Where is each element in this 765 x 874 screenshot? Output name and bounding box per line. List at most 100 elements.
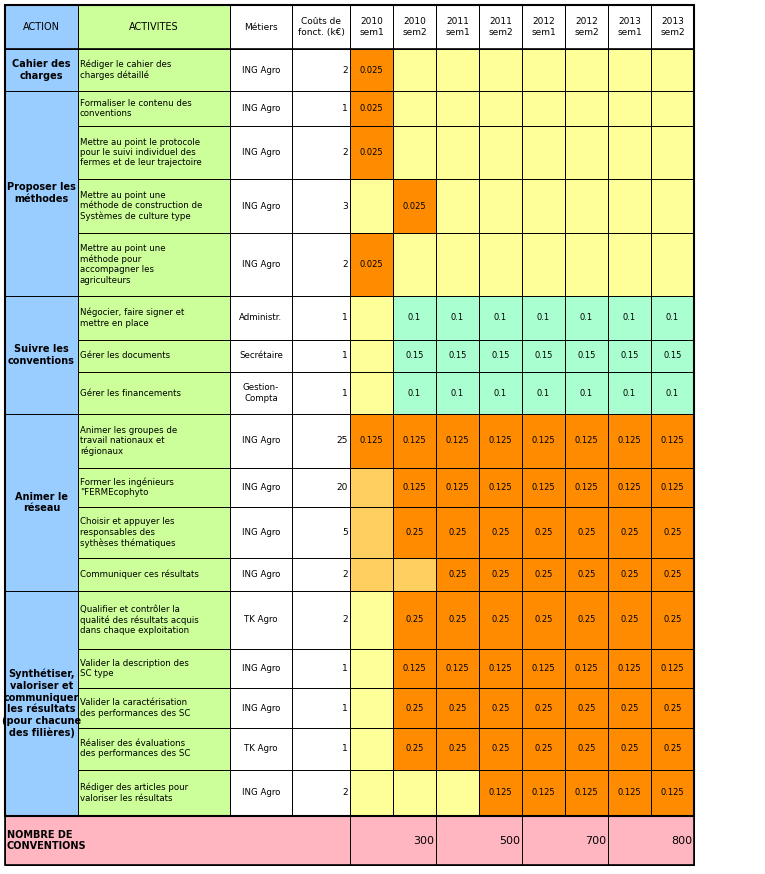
- Bar: [292, 5, 350, 49]
- Text: Qualifier et contrôler la
qualité des résultats acquis
dans chaque exploitation: Qualifier et contrôler la qualité des ré…: [80, 605, 199, 635]
- Bar: [565, 728, 608, 770]
- Text: 0.25: 0.25: [534, 528, 552, 538]
- Text: 0.25: 0.25: [448, 704, 467, 712]
- Bar: [436, 591, 479, 649]
- Bar: [350, 232, 393, 295]
- Bar: [608, 816, 694, 865]
- Bar: [651, 468, 694, 507]
- Text: 1: 1: [342, 704, 348, 712]
- Text: 0.025: 0.025: [360, 104, 383, 113]
- Bar: [479, 295, 522, 340]
- Text: 5: 5: [342, 528, 348, 538]
- Bar: [393, 414, 436, 468]
- Bar: [230, 232, 292, 295]
- Bar: [479, 232, 522, 295]
- Text: 0.125: 0.125: [617, 436, 641, 446]
- Bar: [393, 295, 436, 340]
- Bar: [350, 340, 393, 372]
- Text: 0.125: 0.125: [402, 482, 426, 492]
- Bar: [608, 468, 651, 507]
- Text: 0.25: 0.25: [448, 615, 467, 624]
- Text: 2013
sem1: 2013 sem1: [617, 17, 642, 37]
- Bar: [565, 689, 608, 728]
- Bar: [292, 340, 350, 372]
- Bar: [230, 558, 292, 591]
- Text: Choisir et appuyer les
responsables des
sythèses thématiques: Choisir et appuyer les responsables des …: [80, 517, 175, 548]
- Bar: [78, 728, 230, 770]
- Bar: [78, 295, 230, 340]
- Bar: [350, 49, 393, 91]
- Text: 0.125: 0.125: [446, 436, 469, 446]
- Bar: [393, 179, 436, 232]
- Bar: [230, 295, 292, 340]
- Bar: [292, 295, 350, 340]
- Text: 0.025: 0.025: [360, 148, 383, 157]
- Text: 0.125: 0.125: [489, 436, 513, 446]
- Text: 0.125: 0.125: [489, 664, 513, 673]
- Bar: [651, 414, 694, 468]
- Bar: [479, 689, 522, 728]
- Bar: [651, 295, 694, 340]
- Bar: [651, 91, 694, 126]
- Text: Métiers: Métiers: [244, 23, 278, 31]
- Bar: [292, 232, 350, 295]
- Bar: [78, 770, 230, 816]
- Bar: [292, 689, 350, 728]
- Text: 0.1: 0.1: [537, 313, 550, 323]
- Bar: [230, 414, 292, 468]
- Bar: [479, 558, 522, 591]
- Text: ING Agro: ING Agro: [242, 482, 280, 492]
- Text: 0.25: 0.25: [663, 704, 682, 712]
- Bar: [350, 689, 393, 728]
- Bar: [393, 49, 436, 91]
- Bar: [5, 295, 78, 414]
- Text: 0.25: 0.25: [491, 745, 509, 753]
- Text: 2: 2: [343, 260, 348, 268]
- Bar: [522, 5, 565, 49]
- Bar: [350, 414, 393, 468]
- Bar: [230, 770, 292, 816]
- Bar: [651, 649, 694, 689]
- Text: 0.25: 0.25: [534, 570, 552, 579]
- Bar: [479, 5, 522, 49]
- Text: 0.15: 0.15: [534, 351, 552, 360]
- Bar: [78, 49, 230, 91]
- Bar: [230, 689, 292, 728]
- Bar: [522, 468, 565, 507]
- Text: 1: 1: [342, 389, 348, 398]
- Text: 0.25: 0.25: [448, 745, 467, 753]
- Text: 0.1: 0.1: [408, 389, 421, 398]
- Bar: [436, 770, 479, 816]
- Bar: [436, 689, 479, 728]
- Text: 0.25: 0.25: [534, 704, 552, 712]
- Text: NOMBRE DE
CONVENTIONS: NOMBRE DE CONVENTIONS: [7, 829, 86, 851]
- Bar: [479, 49, 522, 91]
- Bar: [230, 179, 292, 232]
- Bar: [608, 689, 651, 728]
- Bar: [393, 770, 436, 816]
- Text: 0.25: 0.25: [620, 745, 639, 753]
- Text: 0.125: 0.125: [575, 436, 598, 446]
- Text: 0.25: 0.25: [491, 528, 509, 538]
- Text: 0.25: 0.25: [448, 570, 467, 579]
- Text: 0.25: 0.25: [578, 704, 596, 712]
- Text: ING Agro: ING Agro: [242, 148, 280, 157]
- Bar: [608, 126, 651, 179]
- Bar: [608, 340, 651, 372]
- Bar: [479, 126, 522, 179]
- Text: 0.125: 0.125: [661, 482, 685, 492]
- Text: 800: 800: [671, 836, 692, 845]
- Text: 0.125: 0.125: [661, 664, 685, 673]
- Bar: [78, 372, 230, 414]
- Text: ING Agro: ING Agro: [242, 664, 280, 673]
- Text: 2: 2: [343, 788, 348, 797]
- Bar: [350, 649, 393, 689]
- Bar: [436, 728, 479, 770]
- Text: 0.125: 0.125: [532, 788, 555, 797]
- Bar: [78, 232, 230, 295]
- Text: 2012
sem1: 2012 sem1: [531, 17, 556, 37]
- Bar: [292, 558, 350, 591]
- Bar: [230, 728, 292, 770]
- Bar: [479, 179, 522, 232]
- Bar: [393, 232, 436, 295]
